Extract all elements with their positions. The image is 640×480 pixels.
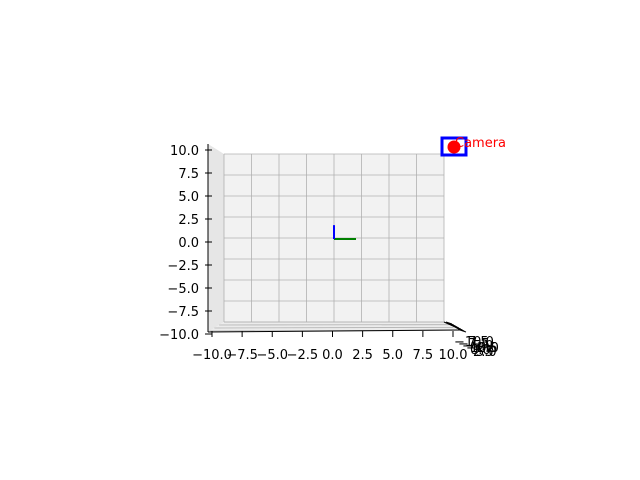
y-tick-label: 2.5 bbox=[473, 345, 494, 360]
tick-labels: −10.0−7.5−5.0−2.50.02.55.07.510.0−10.0−7… bbox=[159, 144, 499, 363]
x-axis-line bbox=[207, 329, 461, 333]
z-tick-label: 2.5 bbox=[178, 213, 199, 228]
z-tick-label: 10.0 bbox=[170, 144, 199, 159]
camera-marker bbox=[447, 140, 461, 154]
z-tick-label: 0.0 bbox=[178, 236, 199, 251]
y-tick-label: 0.0 bbox=[470, 343, 491, 358]
y-tick bbox=[459, 329, 467, 333]
x-tick-label: 7.5 bbox=[413, 348, 434, 363]
z-tick-label: −7.5 bbox=[167, 305, 199, 320]
x-tick-label: −10.0 bbox=[192, 348, 232, 363]
z-tick-label: −5.0 bbox=[167, 282, 199, 297]
grid-line-floor bbox=[214, 326, 454, 329]
z-tick-label: −2.5 bbox=[167, 259, 199, 274]
x-tick-label: −7.5 bbox=[226, 348, 258, 363]
z-tick-label: −10.0 bbox=[159, 328, 199, 343]
y-tick-label: 5.0 bbox=[476, 345, 497, 360]
grid-lines bbox=[209, 153, 459, 332]
x-tick-label: 10.0 bbox=[439, 348, 468, 363]
data-marks: Camera bbox=[333, 136, 506, 240]
x-tick-label: 0.0 bbox=[322, 348, 343, 363]
x-tick-label: −2.5 bbox=[287, 348, 319, 363]
y-tick-label: −10.0 bbox=[454, 335, 494, 350]
y-tick-label: 10.0 bbox=[470, 341, 499, 356]
y-tick-label: 7.5 bbox=[468, 335, 489, 350]
z-tick-label: 5.0 bbox=[178, 190, 199, 205]
x-tick-label: −5.0 bbox=[256, 348, 288, 363]
tick-marks bbox=[205, 149, 467, 337]
camera-label: Camera bbox=[455, 136, 506, 151]
z-tick-label: 7.5 bbox=[178, 167, 199, 182]
side-pane bbox=[208, 144, 224, 332]
x-tick-label: 2.5 bbox=[352, 348, 373, 363]
camera-frame bbox=[440, 136, 468, 157]
y-tick-label: −7.5 bbox=[458, 337, 490, 352]
y-tick-label: −2.5 bbox=[466, 341, 498, 356]
x-tick-label: 5.0 bbox=[382, 348, 403, 363]
y-tick-label: −5.0 bbox=[462, 339, 494, 354]
